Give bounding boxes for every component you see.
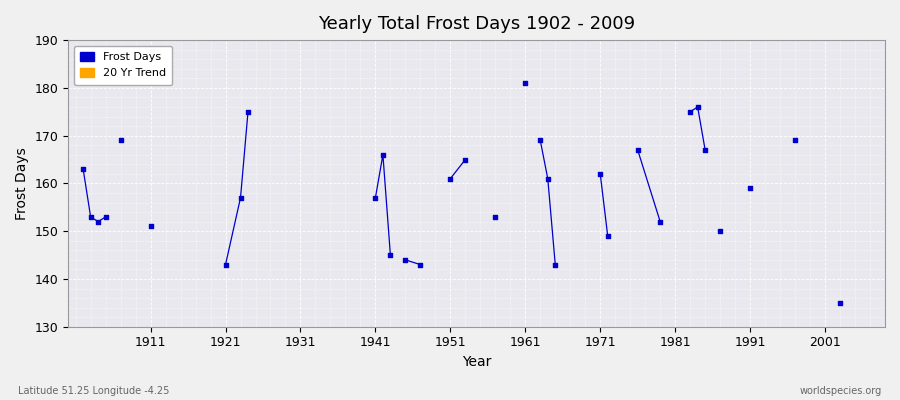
Point: [631, 147, 645, 153]
Point: [488, 214, 502, 220]
Point: [76, 166, 90, 172]
Point: [653, 218, 668, 225]
Y-axis label: Frost Days: Frost Days: [15, 147, 29, 220]
Point: [533, 137, 547, 144]
Point: [548, 262, 562, 268]
Point: [600, 233, 615, 239]
Point: [593, 171, 608, 177]
Point: [143, 223, 157, 230]
Text: worldspecies.org: worldspecies.org: [800, 386, 882, 396]
Point: [443, 176, 457, 182]
Point: [518, 80, 533, 86]
Point: [458, 156, 473, 163]
Point: [383, 252, 398, 258]
Point: [91, 218, 105, 225]
Point: [713, 228, 727, 234]
Legend: Frost Days, 20 Yr Trend: Frost Days, 20 Yr Trend: [74, 46, 173, 85]
Point: [698, 147, 712, 153]
Point: [413, 262, 428, 268]
Point: [233, 194, 248, 201]
Point: [219, 262, 233, 268]
Point: [375, 152, 390, 158]
Point: [398, 257, 412, 263]
Title: Yearly Total Frost Days 1902 - 2009: Yearly Total Frost Days 1902 - 2009: [318, 15, 635, 33]
Point: [368, 194, 382, 201]
Point: [113, 137, 128, 144]
Point: [84, 214, 98, 220]
Point: [541, 176, 555, 182]
Text: Latitude 51.25 Longitude -4.25: Latitude 51.25 Longitude -4.25: [18, 386, 169, 396]
Point: [742, 185, 757, 191]
Point: [241, 108, 256, 115]
X-axis label: Year: Year: [462, 355, 491, 369]
Point: [98, 214, 112, 220]
Point: [788, 137, 802, 144]
Point: [683, 108, 698, 115]
Point: [690, 104, 705, 110]
Point: [832, 300, 847, 306]
